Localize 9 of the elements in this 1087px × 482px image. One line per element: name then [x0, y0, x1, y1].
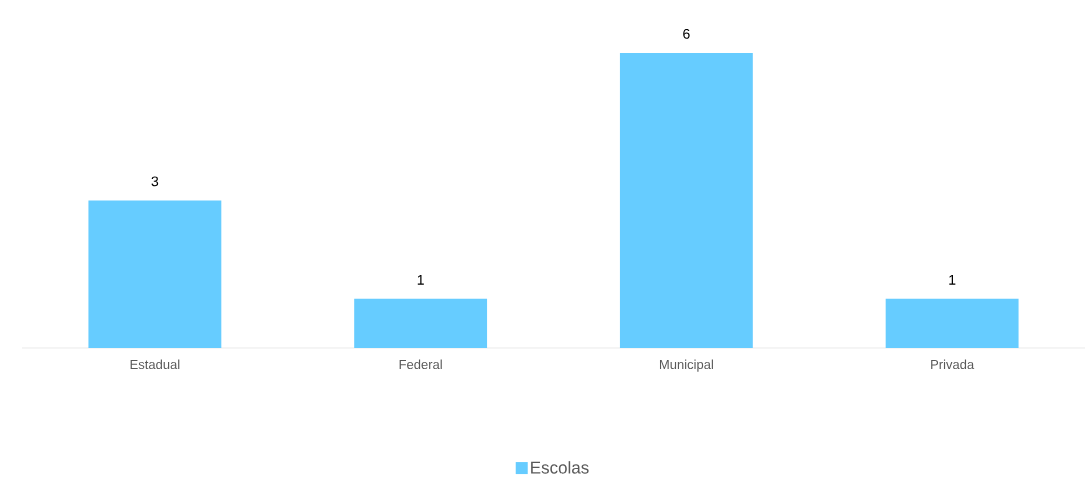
x-tick-label: Municipal [659, 359, 713, 372]
data-label: 1 [949, 275, 956, 285]
x-tick-label: Estadual [130, 359, 180, 370]
data-label: 1 [417, 275, 424, 285]
legend-label: Escolas [531, 461, 589, 474]
x-tick-label: Privada [931, 359, 975, 370]
data-label: 3 [151, 176, 159, 187]
data-label: 6 [683, 28, 690, 39]
x-tick-label: Federal [399, 359, 442, 370]
